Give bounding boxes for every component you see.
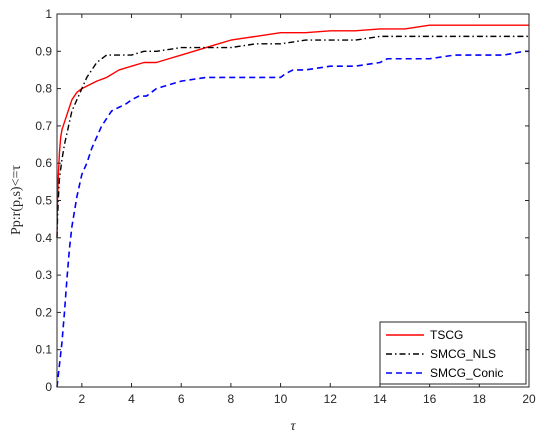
y-tick-label: 0.3	[35, 268, 52, 282]
series-line-smcg-nls	[56, 35, 529, 238]
x-tick-label: 20	[522, 392, 536, 406]
x-tick-label: 18	[473, 392, 487, 406]
x-axis-label: τ	[290, 419, 296, 434]
x-axis: 2 4 6 8 10 12 14 16 18 20	[78, 14, 536, 406]
y-tick-label: 0.4	[35, 231, 52, 245]
x-tick-label: 12	[324, 392, 338, 406]
y-tick-label: 0.9	[35, 44, 52, 58]
series-layer	[56, 24, 529, 388]
y-tick-label: 0.2	[35, 305, 52, 319]
legend-label: SMCG_NLS	[430, 347, 496, 361]
legend-label: TSCG	[430, 328, 463, 342]
x-tick-label: 8	[228, 392, 235, 406]
series-line-smcg-conic	[56, 50, 529, 388]
legend-label: SMCG_Conic	[430, 366, 503, 380]
y-tick-label: 0.5	[35, 194, 52, 208]
y-tick-label: 0.8	[35, 82, 52, 96]
x-tick-label: 14	[373, 392, 387, 406]
legend-box	[379, 321, 527, 385]
y-axis-label: Pp:r(p,s)<=τ	[9, 165, 24, 235]
x-tick-label: 16	[423, 392, 437, 406]
y-axis: 0 0.1 0.2 0.3 0.4 0.5 0.6 0.7 0.8 0.9 1	[35, 7, 529, 394]
x-tick-label: 2	[78, 392, 85, 406]
y-tick-label: 0.7	[35, 119, 52, 133]
x-tick-label: 6	[178, 392, 185, 406]
legend: TSCG SMCG_NLS SMCG_Conic	[379, 321, 527, 385]
series-line-tscg	[56, 24, 529, 238]
y-tick-label: 0	[45, 380, 52, 394]
x-tick-label: 4	[128, 392, 135, 406]
x-tick-label: 10	[274, 392, 288, 406]
y-tick-label: 0.6	[35, 156, 52, 170]
y-tick-label: 0.1	[35, 343, 52, 357]
y-tick-label: 1	[45, 7, 52, 21]
